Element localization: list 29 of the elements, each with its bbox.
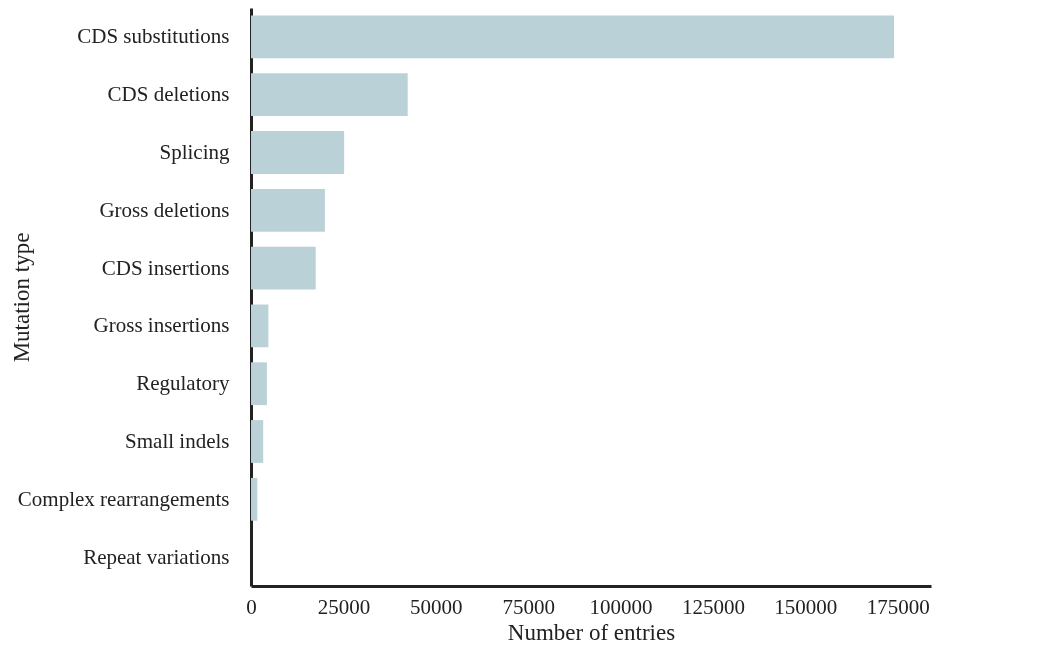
bar: [251, 304, 269, 348]
x-axis-title: Number of entries: [507, 619, 676, 645]
y-axis-title: Mutation type: [8, 232, 34, 363]
y-tick-label: Small indels: [125, 429, 230, 453]
x-tick-label: 0: [246, 594, 257, 619]
x-tick-label: 125000: [681, 594, 745, 619]
y-tick-label: Repeat variations: [83, 544, 230, 569]
x-tick-label: 100000: [589, 594, 653, 619]
bar: [251, 73, 408, 117]
y-tick-label: Complex rearrangements: [17, 486, 230, 511]
bar: [251, 246, 316, 290]
y-tick-label: CDS deletions: [107, 82, 230, 107]
x-tick-label: 25000: [317, 594, 371, 619]
bar: [251, 131, 345, 174]
bar: [251, 477, 258, 521]
bar: [251, 362, 267, 406]
bar: [251, 15, 895, 59]
x-tick-label: 75000: [502, 594, 555, 619]
y-tick-label: Gross insertions: [93, 313, 230, 338]
y-tick-label: Gross deletions: [99, 197, 230, 222]
bar: [251, 188, 325, 232]
y-tick-label: CDS insertions: [101, 255, 230, 280]
x-tick-label: 175000: [866, 594, 930, 619]
y-tick-label: Splicing: [159, 140, 230, 164]
bar: [251, 420, 264, 463]
x-tick-label: 50000: [410, 594, 463, 619]
y-tick-label: CDS substitutions: [77, 24, 230, 49]
y-tick-label: Regulatory: [136, 371, 230, 396]
x-tick-label: 150000: [774, 594, 838, 619]
